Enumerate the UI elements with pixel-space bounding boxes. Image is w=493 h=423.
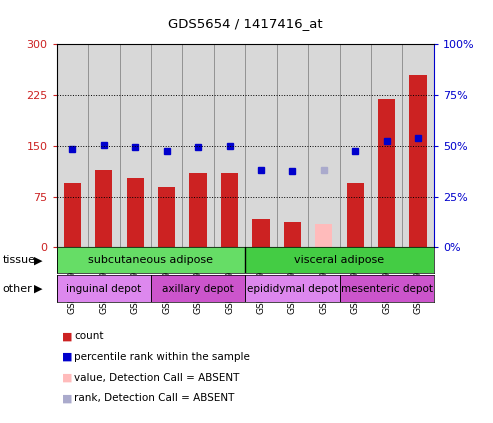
Text: count: count xyxy=(74,331,104,341)
Bar xyxy=(308,44,340,247)
Bar xyxy=(64,183,81,247)
Bar xyxy=(88,44,119,247)
Text: inguinal depot: inguinal depot xyxy=(66,284,141,294)
Bar xyxy=(315,224,332,247)
Text: ■: ■ xyxy=(62,373,72,382)
Text: axillary depot: axillary depot xyxy=(162,284,234,294)
Bar xyxy=(378,99,395,247)
Bar xyxy=(340,275,434,302)
Text: ■: ■ xyxy=(62,393,72,403)
Text: percentile rank within the sample: percentile rank within the sample xyxy=(74,352,250,362)
Text: mesenteric depot: mesenteric depot xyxy=(341,284,433,294)
Text: other: other xyxy=(2,284,32,294)
Bar xyxy=(245,44,277,247)
Text: subcutaneous adipose: subcutaneous adipose xyxy=(88,255,213,265)
Text: value, Detection Call = ABSENT: value, Detection Call = ABSENT xyxy=(74,373,239,382)
Text: visceral adipose: visceral adipose xyxy=(294,255,385,265)
Bar xyxy=(182,44,214,247)
Bar xyxy=(347,183,364,247)
Text: epididymal depot: epididymal depot xyxy=(247,284,338,294)
Bar xyxy=(151,275,245,302)
Bar xyxy=(57,247,245,273)
Bar xyxy=(410,75,427,247)
Bar xyxy=(221,173,238,247)
Bar xyxy=(189,173,207,247)
Bar xyxy=(158,187,176,247)
Bar xyxy=(340,44,371,247)
Bar xyxy=(402,44,434,247)
Bar xyxy=(151,44,182,247)
Bar xyxy=(245,275,340,302)
Bar xyxy=(245,247,434,273)
Bar xyxy=(284,222,301,247)
Bar xyxy=(277,44,308,247)
Bar xyxy=(57,44,88,247)
Text: ▶: ▶ xyxy=(34,284,42,294)
Text: GDS5654 / 1417416_at: GDS5654 / 1417416_at xyxy=(168,17,322,30)
Text: ■: ■ xyxy=(62,331,72,341)
Bar xyxy=(127,178,144,247)
Bar xyxy=(252,219,270,247)
Bar xyxy=(119,44,151,247)
Bar xyxy=(214,44,246,247)
Bar xyxy=(95,170,112,247)
Text: tissue: tissue xyxy=(2,255,35,265)
Text: ▶: ▶ xyxy=(34,255,42,265)
Bar xyxy=(371,44,402,247)
Text: ■: ■ xyxy=(62,352,72,362)
Bar xyxy=(57,275,151,302)
Text: rank, Detection Call = ABSENT: rank, Detection Call = ABSENT xyxy=(74,393,234,403)
